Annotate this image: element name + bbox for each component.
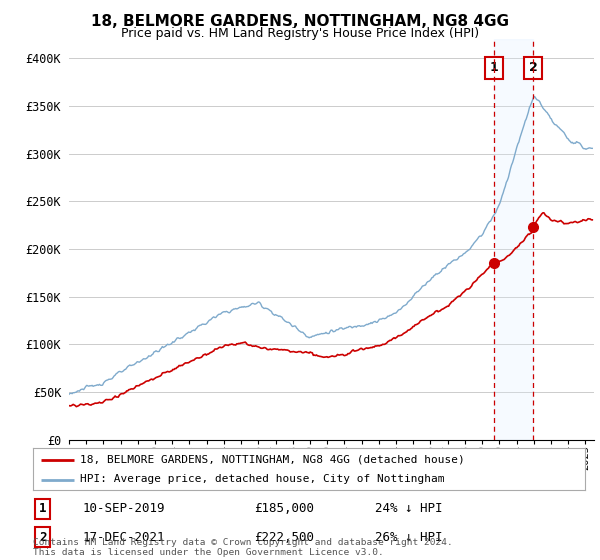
Text: 2: 2 xyxy=(529,61,538,74)
Text: HPI: Average price, detached house, City of Nottingham: HPI: Average price, detached house, City… xyxy=(80,474,445,484)
Text: Contains HM Land Registry data © Crown copyright and database right 2024.
This d: Contains HM Land Registry data © Crown c… xyxy=(33,538,453,557)
Text: £185,000: £185,000 xyxy=(254,502,314,515)
Text: 10-SEP-2019: 10-SEP-2019 xyxy=(83,502,165,515)
Text: 18, BELMORE GARDENS, NOTTINGHAM, NG8 4GG (detached house): 18, BELMORE GARDENS, NOTTINGHAM, NG8 4GG… xyxy=(80,455,464,465)
Text: 18, BELMORE GARDENS, NOTTINGHAM, NG8 4GG: 18, BELMORE GARDENS, NOTTINGHAM, NG8 4GG xyxy=(91,14,509,29)
Text: 1: 1 xyxy=(39,502,47,515)
Text: 2: 2 xyxy=(39,530,47,544)
Text: 1: 1 xyxy=(490,61,499,74)
Text: Price paid vs. HM Land Registry's House Price Index (HPI): Price paid vs. HM Land Registry's House … xyxy=(121,27,479,40)
Bar xyxy=(494,39,533,440)
Text: 26% ↓ HPI: 26% ↓ HPI xyxy=(375,530,443,544)
Text: £222,500: £222,500 xyxy=(254,530,314,544)
Text: 24% ↓ HPI: 24% ↓ HPI xyxy=(375,502,443,515)
Text: 17-DEC-2021: 17-DEC-2021 xyxy=(83,530,165,544)
